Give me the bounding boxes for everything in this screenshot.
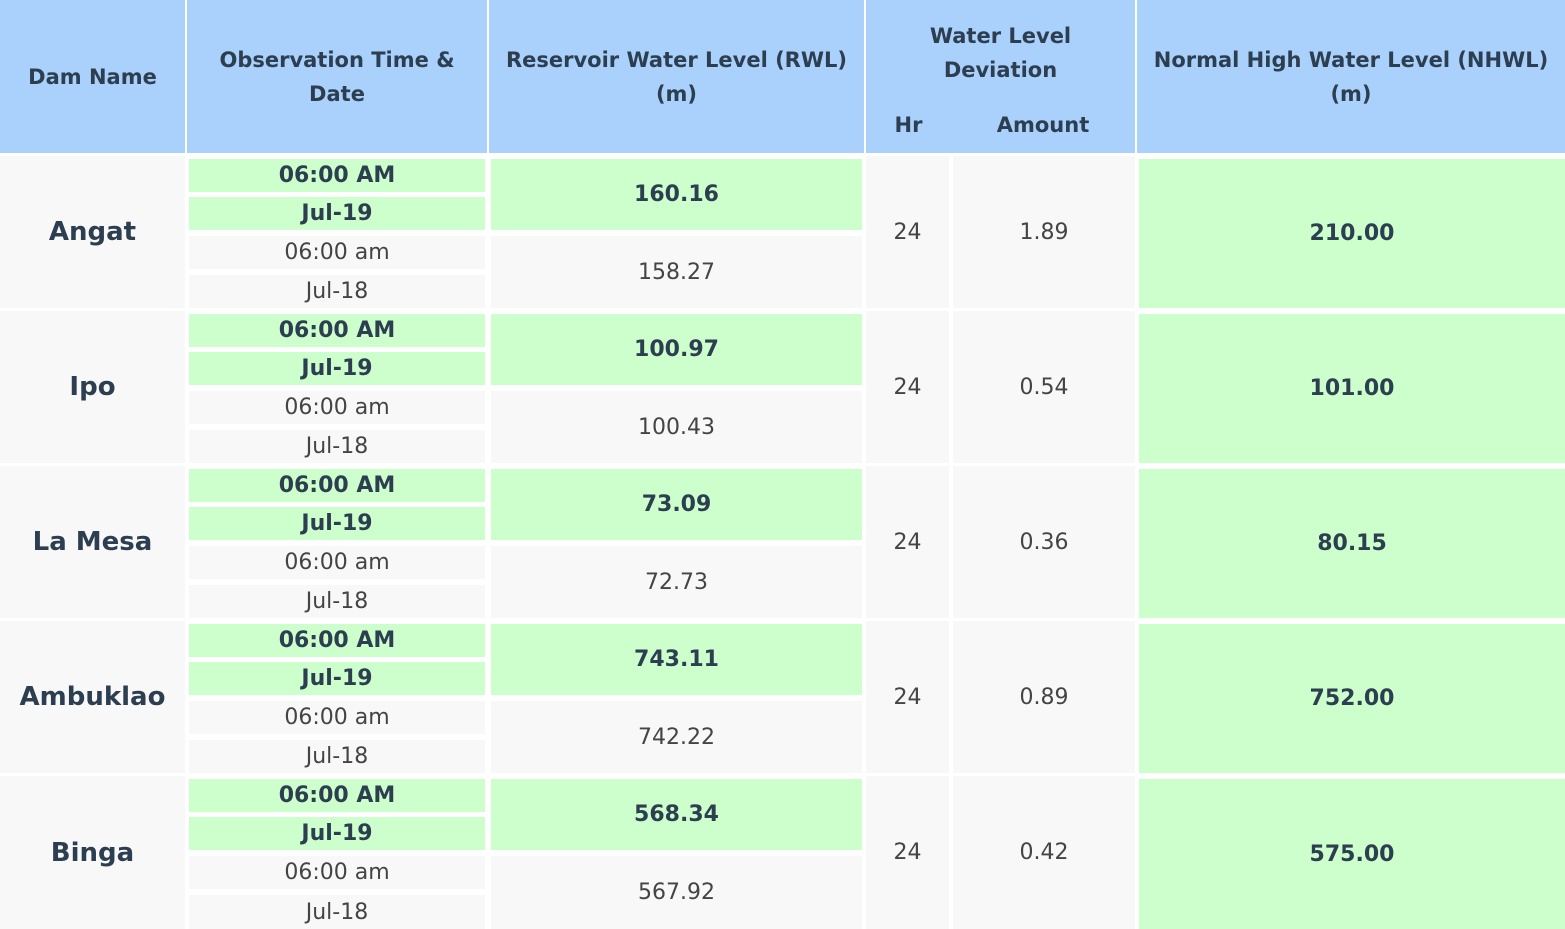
header-nhwl: Normal High Water Level (NHWL) (m) <box>1137 0 1565 153</box>
current-time: 06:00 AM <box>189 779 485 812</box>
dam-name: Ipo <box>0 311 185 463</box>
dam-name: Angat <box>0 156 185 308</box>
deviation-amount: 0.54 <box>953 311 1135 463</box>
dam-name: La Mesa <box>0 466 185 618</box>
current-rwl: 73.09 <box>491 469 862 540</box>
deviation-hr: 24 <box>866 466 949 618</box>
current-date: Jul-19 <box>189 507 485 540</box>
previous-date: Jul-18 <box>189 585 485 618</box>
previous-date: Jul-18 <box>189 275 485 308</box>
previous-rwl: 158.27 <box>491 236 862 308</box>
header-rwl: Reservoir Water Level (RWL) (m) <box>489 0 864 153</box>
nhwl-value: 575.00 <box>1139 779 1565 929</box>
nhwl-value: 210.00 <box>1139 159 1565 308</box>
current-time: 06:00 AM <box>189 159 485 192</box>
deviation-amount: 0.89 <box>953 621 1135 773</box>
nhwl-value: 80.15 <box>1139 469 1565 618</box>
current-date: Jul-19 <box>189 197 485 230</box>
previous-date: Jul-18 <box>189 740 485 773</box>
current-date: Jul-19 <box>189 817 485 850</box>
dam-name: Binga <box>0 776 185 929</box>
current-time: 06:00 AM <box>189 314 485 347</box>
current-time: 06:00 AM <box>189 624 485 657</box>
dam-name: Ambuklao <box>0 621 185 773</box>
header-dam-name: Dam Name <box>0 0 185 153</box>
current-rwl: 100.97 <box>491 314 862 385</box>
header-deviation-amount: Amount <box>951 96 1135 153</box>
previous-time: 06:00 am <box>189 856 485 889</box>
previous-rwl: 567.92 <box>491 856 862 929</box>
previous-rwl: 100.43 <box>491 391 862 463</box>
deviation-hr: 24 <box>866 621 949 773</box>
nhwl-value: 752.00 <box>1139 624 1565 773</box>
current-time: 06:00 AM <box>189 469 485 502</box>
deviation-hr: 24 <box>866 311 949 463</box>
previous-time: 06:00 am <box>189 546 485 579</box>
current-rwl: 568.34 <box>491 779 862 850</box>
header-observation: Observation Time & Date <box>187 0 487 153</box>
previous-time: 06:00 am <box>189 236 485 269</box>
current-rwl: 160.16 <box>491 159 862 230</box>
header-deviation-hr: Hr <box>866 96 951 153</box>
deviation-amount: 0.42 <box>953 776 1135 929</box>
previous-date: Jul-18 <box>189 430 485 463</box>
previous-date: Jul-18 <box>189 895 485 929</box>
current-date: Jul-19 <box>189 662 485 695</box>
deviation-amount: 0.36 <box>953 466 1135 618</box>
previous-time: 06:00 am <box>189 701 485 734</box>
deviation-hr: 24 <box>866 776 949 929</box>
nhwl-value: 101.00 <box>1139 314 1565 463</box>
previous-rwl: 742.22 <box>491 701 862 773</box>
current-date: Jul-19 <box>189 352 485 385</box>
deviation-hr: 24 <box>866 156 949 308</box>
header-deviation: Water Level Deviation <box>866 0 1135 96</box>
previous-time: 06:00 am <box>189 391 485 424</box>
previous-rwl: 72.73 <box>491 546 862 618</box>
current-rwl: 743.11 <box>491 624 862 695</box>
deviation-amount: 1.89 <box>953 156 1135 308</box>
